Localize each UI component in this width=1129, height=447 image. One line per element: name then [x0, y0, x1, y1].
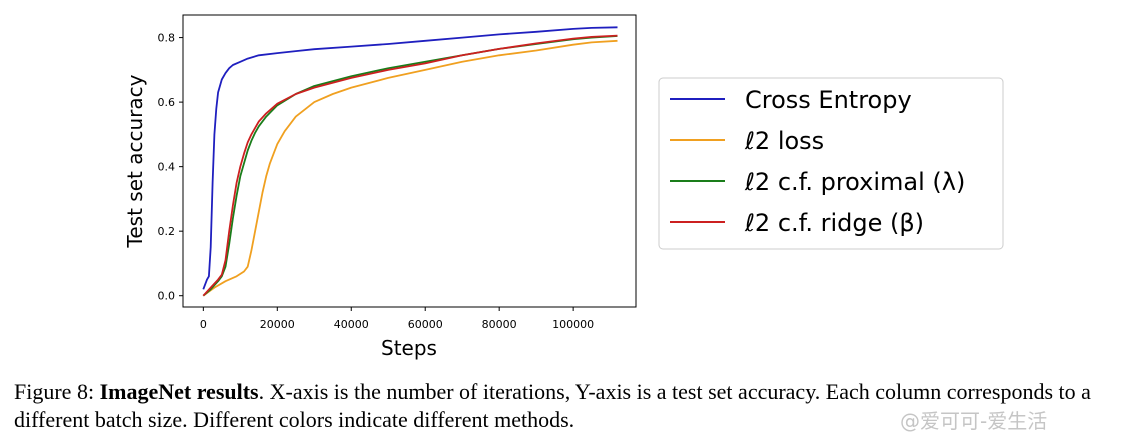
x-tick-label: 0: [200, 318, 207, 331]
caption-bold-title: ImageNet results: [99, 379, 259, 404]
x-axis-ticks: 0 20000 40000 60000 80000 100000: [200, 307, 594, 331]
legend-frame: [658, 77, 1004, 250]
caption-label: Figure 8:: [14, 379, 100, 404]
series-line-2: [202, 35, 618, 297]
plot-area-frame: [182, 14, 637, 308]
series-line-0: [202, 26, 618, 290]
legend-label-l2-loss: ℓ2 loss: [744, 127, 824, 155]
caption-text: . X-axis is the number of iterations, Y-…: [14, 379, 1091, 432]
legend-label-l2-ridge: ℓ2 c.f. ridge (β): [744, 209, 924, 237]
x-tick-label: 100000: [552, 318, 594, 331]
y-tick-label: 0.2: [158, 225, 176, 238]
x-axis-title: Steps: [381, 336, 437, 360]
legend: Cross Entropy ℓ2 loss ℓ2 c.f. proximal (…: [658, 77, 1004, 250]
figure-caption: Figure 8: ImageNet results. X-axis is th…: [14, 378, 1116, 434]
y-tick-label: 0.0: [158, 290, 176, 303]
x-tick-label: 20000: [260, 318, 295, 331]
series-line-1: [202, 39, 618, 297]
series-layer: [202, 26, 618, 297]
x-tick-label: 40000: [334, 318, 369, 331]
legend-label-cross-entropy: Cross Entropy: [745, 86, 912, 114]
x-tick-label: 60000: [408, 318, 443, 331]
series-line-3: [202, 34, 618, 297]
x-tick-label: 80000: [482, 318, 517, 331]
watermark: @爱可可-爱生活: [900, 409, 1048, 433]
y-tick-label: 0.6: [158, 96, 176, 109]
chart: 0 20000 40000 60000 80000 100000 0.0 0.2 0.4 0.6…: [123, 14, 1004, 360]
y-axis-ticks: 0.0 0.2 0.4 0.6 0.8: [158, 32, 183, 303]
legend-label-l2-proximal: ℓ2 c.f. proximal (λ): [744, 168, 965, 196]
y-axis-title: Test set accuracy: [123, 74, 147, 248]
y-tick-label: 0.4: [158, 161, 176, 174]
y-tick-label: 0.8: [158, 32, 176, 45]
